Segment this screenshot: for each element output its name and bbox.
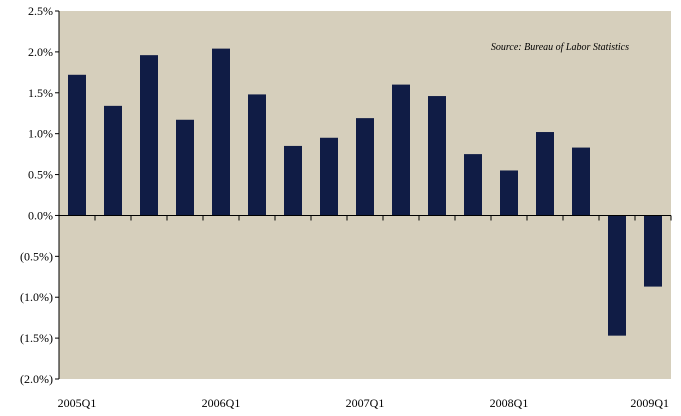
x-tick-label: 2007Q1 [346, 396, 385, 410]
x-tick-label: 2006Q1 [202, 396, 241, 410]
y-tick-label: (1.0%) [20, 290, 53, 304]
x-tick-label: 2008Q1 [490, 396, 529, 410]
x-tick-label: 2009Q1 [630, 396, 669, 410]
bar-2008Q1 [500, 170, 518, 216]
bar-2008Q4 [608, 215, 626, 336]
bar-2006Q4 [320, 137, 338, 216]
bar-2008Q3 [572, 147, 590, 216]
y-tick-label: 2.5% [28, 4, 53, 18]
bar-2006Q1 [212, 48, 230, 216]
bar-2005Q2 [104, 105, 122, 216]
bar-2007Q4 [464, 154, 482, 216]
bar-2007Q2 [392, 84, 410, 216]
bar-2005Q1 [68, 74, 86, 216]
bar-2005Q3 [140, 55, 158, 216]
x-tick-label: 2005Q1 [58, 396, 97, 410]
y-tick-label: (0.5%) [20, 249, 53, 263]
y-tick-label: 0.0% [28, 208, 53, 222]
bar-2006Q2 [248, 94, 266, 216]
y-tick-label: 1.5% [28, 86, 53, 100]
y-tick-label: 2.0% [28, 45, 53, 59]
source-annotation: Source: Bureau of Labor Statistics [491, 42, 629, 53]
bars-group [68, 48, 662, 336]
bar-2008Q2 [536, 132, 554, 216]
bar-2007Q1 [356, 118, 374, 216]
x-axis: 2005Q1 2006Q1 2007Q1 2008Q1 2009Q1 [58, 214, 672, 410]
y-tick-label: 1.0% [28, 127, 53, 141]
y-tick-label: (1.5%) [20, 331, 53, 345]
bar-2009Q1 [644, 215, 662, 287]
bar-2006Q3 [284, 145, 302, 216]
bar-2007Q3 [428, 96, 446, 216]
y-axis: (2.0%) (1.5%) (1.0%) (0.5%) 0.0% 0.5% 1.0% 1.5%… [20, 4, 60, 386]
y-tick-label: 0.5% [28, 168, 53, 182]
y-tick-label: (2.0%) [20, 372, 53, 386]
bar-2005Q4 [176, 119, 194, 216]
